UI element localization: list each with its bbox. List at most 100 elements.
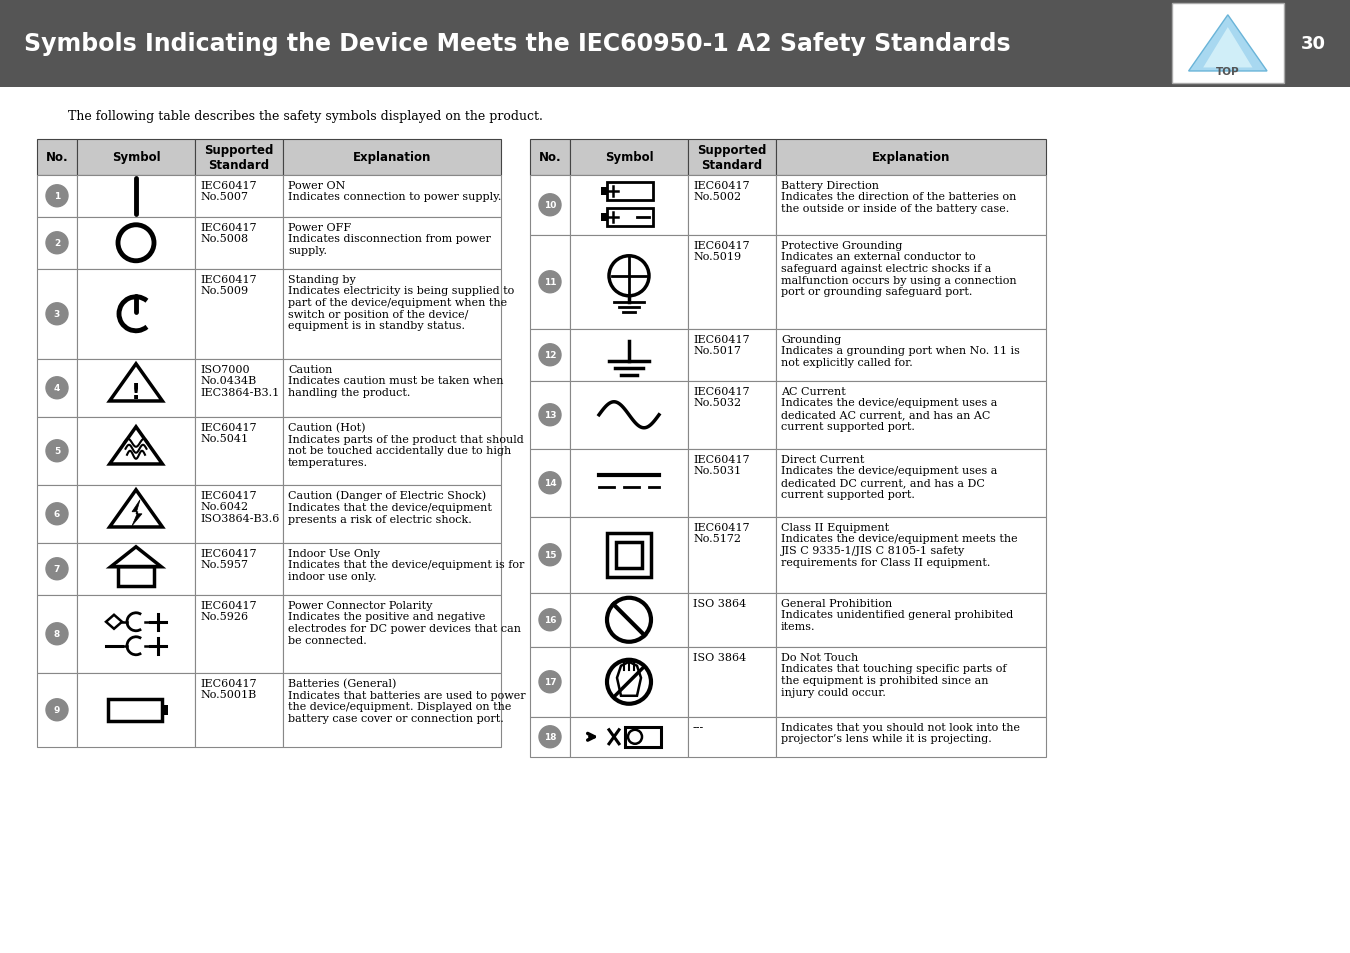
- Text: AC Current
Indicates the device/equipment uses a
dedicated AC current, and has a: AC Current Indicates the device/equipmen…: [782, 386, 998, 431]
- Text: Caution (Hot)
Indicates parts of the product that should
not be touched accident: Caution (Hot) Indicates parts of the pro…: [288, 422, 524, 467]
- Circle shape: [46, 303, 68, 325]
- Bar: [194, 270, 284, 359]
- Circle shape: [539, 544, 562, 566]
- Bar: [601, 188, 608, 195]
- Bar: [36, 270, 77, 359]
- Circle shape: [539, 344, 562, 366]
- Bar: [570, 140, 688, 175]
- Text: IEC60417
No.6042
ISO3864-B3.6: IEC60417 No.6042 ISO3864-B3.6: [200, 490, 279, 523]
- Text: Indicates that you should not look into the
projector’s lens while it is project: Indicates that you should not look into …: [782, 722, 1021, 743]
- Text: 10: 10: [544, 201, 556, 210]
- Text: 9: 9: [54, 705, 61, 715]
- Bar: [776, 330, 1046, 381]
- Bar: [194, 175, 284, 217]
- Bar: [531, 140, 570, 175]
- Bar: [688, 235, 776, 330]
- Bar: [570, 517, 688, 593]
- Text: IEC60417
No.5926: IEC60417 No.5926: [200, 600, 256, 621]
- Text: 18: 18: [544, 733, 556, 741]
- Text: The following table describes the safety symbols displayed on the product.: The following table describes the safety…: [68, 110, 543, 123]
- Text: IEC60417
No.5008: IEC60417 No.5008: [200, 223, 256, 244]
- Bar: [117, 567, 154, 587]
- Text: IEC60417
No.5001B: IEC60417 No.5001B: [200, 678, 256, 700]
- Bar: [625, 727, 662, 747]
- Bar: [284, 485, 501, 543]
- Bar: [36, 140, 77, 175]
- Bar: [36, 673, 77, 747]
- Bar: [36, 217, 77, 270]
- Bar: [688, 647, 776, 717]
- Circle shape: [539, 671, 562, 693]
- Text: 13: 13: [544, 411, 556, 420]
- Bar: [284, 417, 501, 485]
- Text: 14: 14: [544, 478, 556, 488]
- Bar: [77, 417, 194, 485]
- Bar: [776, 235, 1046, 330]
- Bar: [77, 359, 194, 417]
- Bar: [570, 449, 688, 517]
- Bar: [284, 270, 501, 359]
- Text: TOP: TOP: [1216, 67, 1239, 77]
- Text: Direct Current
Indicates the device/equipment uses a
dedicated DC current, and h: Direct Current Indicates the device/equi…: [782, 455, 998, 499]
- Bar: [36, 359, 77, 417]
- Bar: [77, 175, 194, 217]
- Bar: [776, 593, 1046, 647]
- Bar: [36, 543, 77, 595]
- Bar: [1172, 4, 1284, 84]
- Bar: [194, 217, 284, 270]
- Text: 5: 5: [54, 447, 61, 456]
- Text: 3: 3: [54, 310, 61, 319]
- Bar: [776, 517, 1046, 593]
- Bar: [284, 217, 501, 270]
- Text: IEC60417
No.5032: IEC60417 No.5032: [693, 386, 749, 408]
- Bar: [194, 543, 284, 595]
- Bar: [776, 647, 1046, 717]
- Text: Protective Grounding
Indicates an external conductor to
safeguard against electr: Protective Grounding Indicates an extern…: [782, 240, 1017, 296]
- Circle shape: [539, 404, 562, 426]
- Bar: [608, 183, 653, 200]
- Circle shape: [46, 440, 68, 462]
- Bar: [776, 449, 1046, 517]
- Text: Grounding
Indicates a grounding port when No. 11 is
not explicitly called for.: Grounding Indicates a grounding port whe…: [782, 335, 1019, 368]
- Bar: [36, 595, 77, 673]
- Circle shape: [539, 726, 562, 748]
- Text: 16: 16: [544, 616, 556, 624]
- Text: Power ON
Indicates connection to power supply.: Power ON Indicates connection to power s…: [288, 180, 501, 202]
- Bar: [570, 330, 688, 381]
- Text: Do Not Touch
Indicates that touching specific parts of
the equipment is prohibit: Do Not Touch Indicates that touching spe…: [782, 652, 1007, 697]
- Bar: [688, 381, 776, 449]
- Bar: [77, 140, 194, 175]
- Bar: [284, 673, 501, 747]
- Bar: [194, 595, 284, 673]
- Text: 8: 8: [54, 630, 61, 639]
- Text: IEC60417
No.5957: IEC60417 No.5957: [200, 548, 256, 570]
- Text: 2: 2: [54, 239, 61, 248]
- Text: Power Connector Polarity
Indicates the positive and negative
electrodes for DC p: Power Connector Polarity Indicates the p…: [288, 600, 521, 645]
- Circle shape: [46, 233, 68, 254]
- Text: 12: 12: [544, 351, 556, 360]
- Text: General Prohibition
Indicates unidentified general prohibited
items.: General Prohibition Indicates unidentifi…: [782, 598, 1014, 631]
- Bar: [284, 543, 501, 595]
- Bar: [162, 705, 167, 715]
- Bar: [284, 595, 501, 673]
- Text: Symbol: Symbol: [605, 152, 653, 164]
- Bar: [688, 517, 776, 593]
- Bar: [608, 534, 651, 578]
- Circle shape: [539, 194, 562, 216]
- Bar: [570, 717, 688, 757]
- Bar: [531, 593, 570, 647]
- Circle shape: [46, 558, 68, 580]
- Text: ---: ---: [693, 722, 705, 732]
- Text: Explanation: Explanation: [872, 152, 950, 164]
- Text: Supported
Standard: Supported Standard: [698, 144, 767, 172]
- Bar: [77, 485, 194, 543]
- Bar: [284, 359, 501, 417]
- Circle shape: [46, 186, 68, 208]
- Circle shape: [46, 700, 68, 721]
- Text: No.: No.: [46, 152, 69, 164]
- Text: Explanation: Explanation: [352, 152, 431, 164]
- Bar: [531, 449, 570, 517]
- Polygon shape: [132, 500, 142, 526]
- Text: 6: 6: [54, 510, 61, 518]
- Bar: [776, 140, 1046, 175]
